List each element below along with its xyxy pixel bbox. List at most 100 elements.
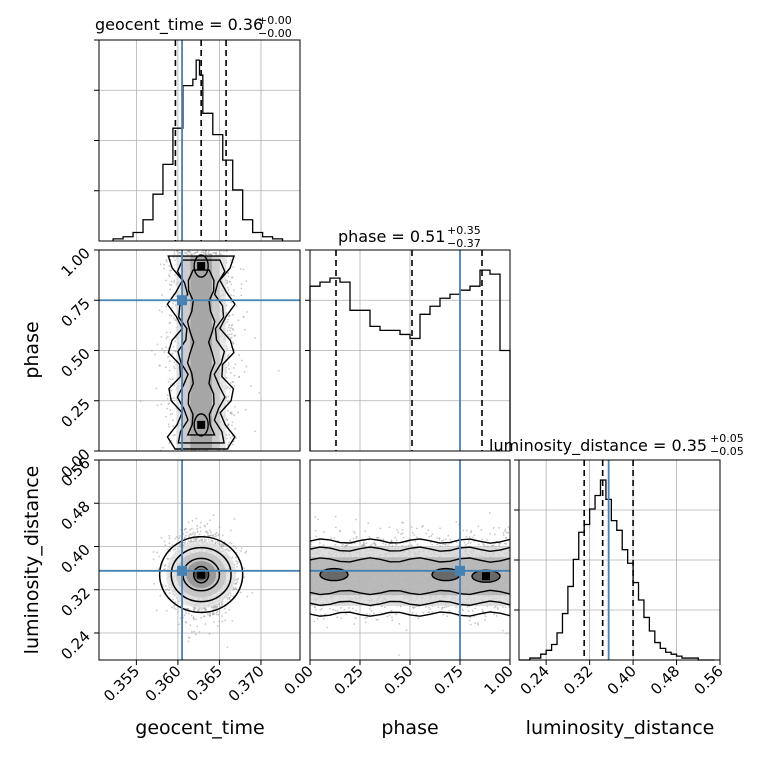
sample-point bbox=[193, 630, 196, 633]
sample-point bbox=[228, 315, 230, 317]
sample-point bbox=[158, 555, 160, 558]
sample-point bbox=[240, 547, 243, 550]
contour-line bbox=[192, 565, 210, 584]
sample-point bbox=[173, 365, 176, 368]
sample-point bbox=[231, 620, 234, 622]
sample-point bbox=[168, 402, 171, 405]
sample-point bbox=[214, 606, 217, 608]
sample-point bbox=[169, 413, 172, 416]
sample-point bbox=[209, 614, 212, 616]
sample-point bbox=[191, 533, 194, 535]
sample-point bbox=[232, 294, 235, 297]
sample-point bbox=[232, 443, 234, 446]
sample-point bbox=[155, 387, 158, 390]
truth-marker bbox=[177, 295, 188, 306]
sample-point bbox=[229, 412, 232, 415]
sample-point bbox=[165, 609, 168, 612]
sample-point bbox=[168, 546, 171, 549]
sample-point bbox=[366, 616, 369, 619]
sample-point bbox=[191, 520, 194, 522]
sample-point bbox=[199, 530, 202, 533]
sample-point bbox=[215, 532, 218, 534]
sample-point bbox=[168, 534, 171, 537]
sample-point bbox=[239, 591, 242, 594]
density-peak bbox=[197, 420, 206, 429]
sample-point bbox=[171, 544, 174, 547]
sample-point bbox=[217, 613, 220, 616]
sample-point bbox=[173, 250, 176, 253]
sample-point bbox=[237, 560, 239, 563]
sample-point bbox=[166, 588, 169, 591]
sample-point bbox=[169, 378, 172, 381]
sample-point bbox=[168, 537, 171, 540]
sample-point bbox=[216, 540, 219, 543]
sample-point bbox=[234, 586, 237, 589]
sample-point bbox=[139, 400, 142, 403]
sample-point bbox=[212, 606, 215, 609]
sample-point bbox=[173, 607, 176, 610]
sample-point bbox=[196, 610, 199, 612]
sample-point bbox=[152, 558, 155, 561]
sample-point bbox=[221, 602, 224, 605]
sample-point bbox=[160, 403, 163, 406]
sample-point bbox=[177, 611, 180, 613]
title-geocent-time-sup: +0.00 bbox=[258, 14, 292, 27]
sample-point bbox=[236, 565, 238, 568]
title-phase-sup: +0.35 bbox=[447, 224, 481, 237]
sample-point bbox=[166, 336, 169, 338]
sample-point bbox=[240, 550, 242, 552]
sample-point bbox=[173, 384, 176, 387]
contour-line bbox=[193, 413, 209, 437]
sample-point bbox=[174, 340, 176, 343]
sample-point bbox=[185, 252, 187, 255]
title-phase-sub: −0.37 bbox=[447, 237, 481, 250]
sample-point bbox=[204, 531, 207, 533]
panel-geocent-time-1d: geocent_time = 0.36 +0.00 −0.00 bbox=[95, 14, 301, 242]
sample-point bbox=[226, 400, 229, 403]
sample-point bbox=[227, 362, 230, 364]
sample-point bbox=[228, 549, 231, 552]
sample-point bbox=[156, 551, 159, 554]
sample-point bbox=[172, 345, 175, 348]
sample-point bbox=[198, 533, 201, 536]
sample-point bbox=[245, 550, 248, 553]
sample-point bbox=[196, 251, 199, 254]
sample-point bbox=[235, 587, 237, 590]
sample-point bbox=[258, 391, 261, 394]
sample-point bbox=[225, 261, 228, 264]
sample-point bbox=[195, 607, 197, 610]
sample-point bbox=[178, 537, 181, 539]
sample-point bbox=[203, 538, 206, 541]
sample-point bbox=[239, 268, 242, 270]
sample-point bbox=[173, 548, 175, 551]
sample-point bbox=[189, 528, 192, 531]
sample-point bbox=[202, 250, 204, 252]
sample-point bbox=[217, 534, 220, 537]
sample-point bbox=[165, 415, 167, 418]
sample-point bbox=[174, 601, 177, 604]
sample-point bbox=[210, 531, 212, 533]
sample-point bbox=[243, 328, 246, 331]
sample-point bbox=[169, 360, 171, 363]
sample-point bbox=[205, 539, 208, 541]
sample-point bbox=[219, 543, 222, 546]
sample-point bbox=[235, 547, 238, 550]
sample-point bbox=[184, 543, 186, 545]
panel-phase-vs-geocent-time bbox=[98, 249, 301, 452]
sample-point bbox=[231, 313, 234, 316]
sample-point bbox=[208, 253, 211, 256]
sample-point bbox=[165, 585, 167, 587]
sample-point bbox=[157, 568, 160, 571]
sample-point bbox=[237, 411, 240, 414]
sample-point bbox=[172, 419, 174, 422]
sample-point bbox=[182, 533, 185, 535]
sample-point bbox=[168, 321, 171, 324]
sample-point bbox=[165, 259, 168, 261]
sample-point bbox=[221, 545, 224, 548]
sample-point bbox=[217, 542, 220, 545]
title-geocent-time-sub: −0.00 bbox=[258, 27, 292, 40]
sample-point bbox=[187, 640, 190, 643]
sample-point bbox=[229, 259, 232, 261]
sample-point bbox=[225, 345, 228, 348]
